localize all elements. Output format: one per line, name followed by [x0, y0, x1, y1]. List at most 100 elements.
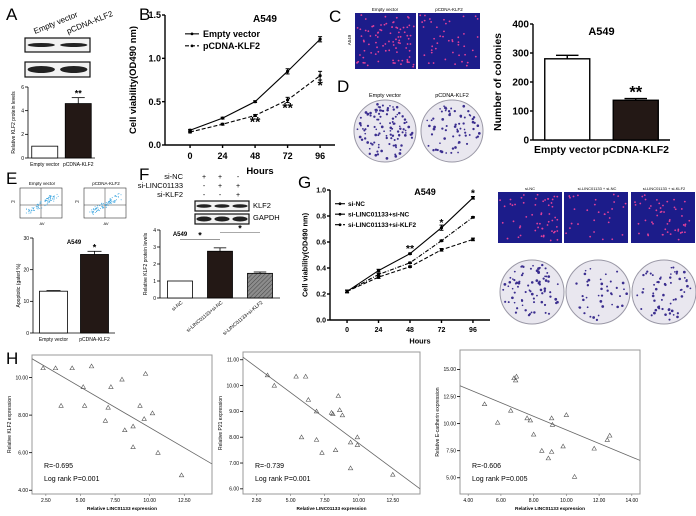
- data-point: [390, 471, 396, 477]
- cell-dot: [547, 198, 550, 200]
- colony-dot: [441, 118, 445, 121]
- cell-dot: [536, 193, 539, 196]
- colony-dot: [385, 136, 388, 140]
- y-tick-label: 6: [21, 85, 24, 91]
- f-sign: +: [236, 192, 240, 199]
- event-dot: [108, 200, 110, 202]
- chart-e-apoptosis: 0 10 20 30 Apoptotic (gated %) A549 Empty vect…: [16, 236, 115, 343]
- event-dot: [116, 196, 118, 198]
- flow-title-pcdna: pCDNA-KLF2: [92, 181, 120, 186]
- colony-dot: [678, 277, 682, 281]
- colony-dot: [472, 127, 475, 131]
- panel-label-d: D: [337, 77, 349, 96]
- flow-cytometry-plots: [19, 187, 127, 219]
- event-dot: [111, 200, 113, 202]
- colony-dot: [642, 273, 645, 277]
- colony-dot: [394, 155, 398, 158]
- colony-dot: [535, 279, 539, 282]
- fluorescence-image: [355, 13, 416, 69]
- cell-dot: [363, 49, 366, 52]
- colony-dot: [686, 284, 689, 288]
- event-dot: [53, 198, 55, 200]
- cell-dot: [682, 224, 685, 226]
- colony-dot: [581, 294, 584, 298]
- data-point: [335, 393, 342, 398]
- colony-dot: [599, 300, 603, 303]
- cell-dot: [367, 30, 370, 33]
- chart-title: A549: [67, 240, 82, 246]
- cell-dot: [376, 46, 378, 49]
- event-dot: [102, 205, 104, 207]
- cell-dot: [368, 43, 370, 46]
- blot-band: [60, 43, 88, 47]
- f-sign: +: [218, 174, 222, 181]
- colony-dot: [377, 134, 380, 137]
- colony-dot: [401, 115, 404, 118]
- y-tick-label: 12.50: [443, 394, 456, 400]
- cell-dot: [406, 34, 409, 37]
- colony-dot: [651, 274, 654, 277]
- colony-dot: [471, 120, 475, 124]
- event-dot: [104, 203, 106, 205]
- colony-dot: [426, 119, 429, 122]
- cell-dot: [423, 19, 426, 22]
- cell-dot: [433, 37, 436, 40]
- event-dot: [96, 208, 98, 210]
- colony-dot: [405, 132, 407, 134]
- cell-dot: [624, 202, 627, 205]
- colony-dot: [675, 272, 678, 275]
- event-dot: [57, 195, 59, 197]
- colony-dot: [530, 281, 534, 284]
- bar: [31, 145, 59, 159]
- colony-dot: [680, 288, 683, 291]
- event-dot: [36, 206, 38, 208]
- colony-dot: [669, 281, 672, 284]
- data-point: [119, 376, 125, 382]
- cell-dot: [643, 194, 646, 196]
- cell-dot: [639, 202, 642, 205]
- colony-dot: [528, 289, 531, 292]
- cell-dot: [434, 47, 437, 50]
- event-dot: [41, 207, 43, 209]
- cell-dot: [392, 59, 394, 62]
- blot-frame: [24, 61, 91, 78]
- data-point: [40, 365, 46, 371]
- culture-plate: [420, 99, 484, 163]
- cell-dot: [402, 26, 405, 29]
- colony-dot: [396, 113, 399, 116]
- cell-dot: [448, 20, 451, 23]
- colony-dot: [432, 127, 436, 131]
- colony-dot: [454, 123, 457, 126]
- cell-dot: [476, 18, 479, 20]
- event-dot: [92, 212, 94, 214]
- colony-dot: [516, 307, 519, 310]
- cell-dot: [384, 43, 387, 45]
- colony-dot: [376, 103, 379, 106]
- x-axis-label: Relative LINC01133 expression: [515, 506, 585, 512]
- data-point: [539, 447, 545, 453]
- colony-dot: [368, 147, 371, 150]
- event-dot: [25, 212, 27, 214]
- cell-dot: [395, 47, 397, 49]
- data-point: [264, 372, 271, 378]
- colony-dot: [517, 281, 521, 285]
- colony-dot: [556, 283, 559, 286]
- y-tick-label: 2: [21, 132, 24, 138]
- event-dot: [92, 211, 94, 213]
- data-point: [108, 384, 114, 389]
- data-point: [548, 415, 555, 421]
- event-dot: [98, 210, 100, 212]
- colony-dot: [374, 153, 378, 157]
- bar: [64, 103, 92, 159]
- colony-dot: [619, 295, 621, 298]
- f-sign: -: [219, 192, 222, 199]
- cell-dot: [519, 234, 522, 237]
- chart-g-viability: 0.0 0.2 0.4 0.6 0.8 1.0 Cell viability(OD490 n…: [301, 187, 490, 346]
- colony-dot: [373, 115, 376, 118]
- colony-dot: [368, 152, 371, 156]
- cell-dot: [407, 16, 409, 18]
- legend-marker: [338, 202, 342, 206]
- event-dot: [110, 200, 112, 202]
- cell-dot: [366, 64, 369, 67]
